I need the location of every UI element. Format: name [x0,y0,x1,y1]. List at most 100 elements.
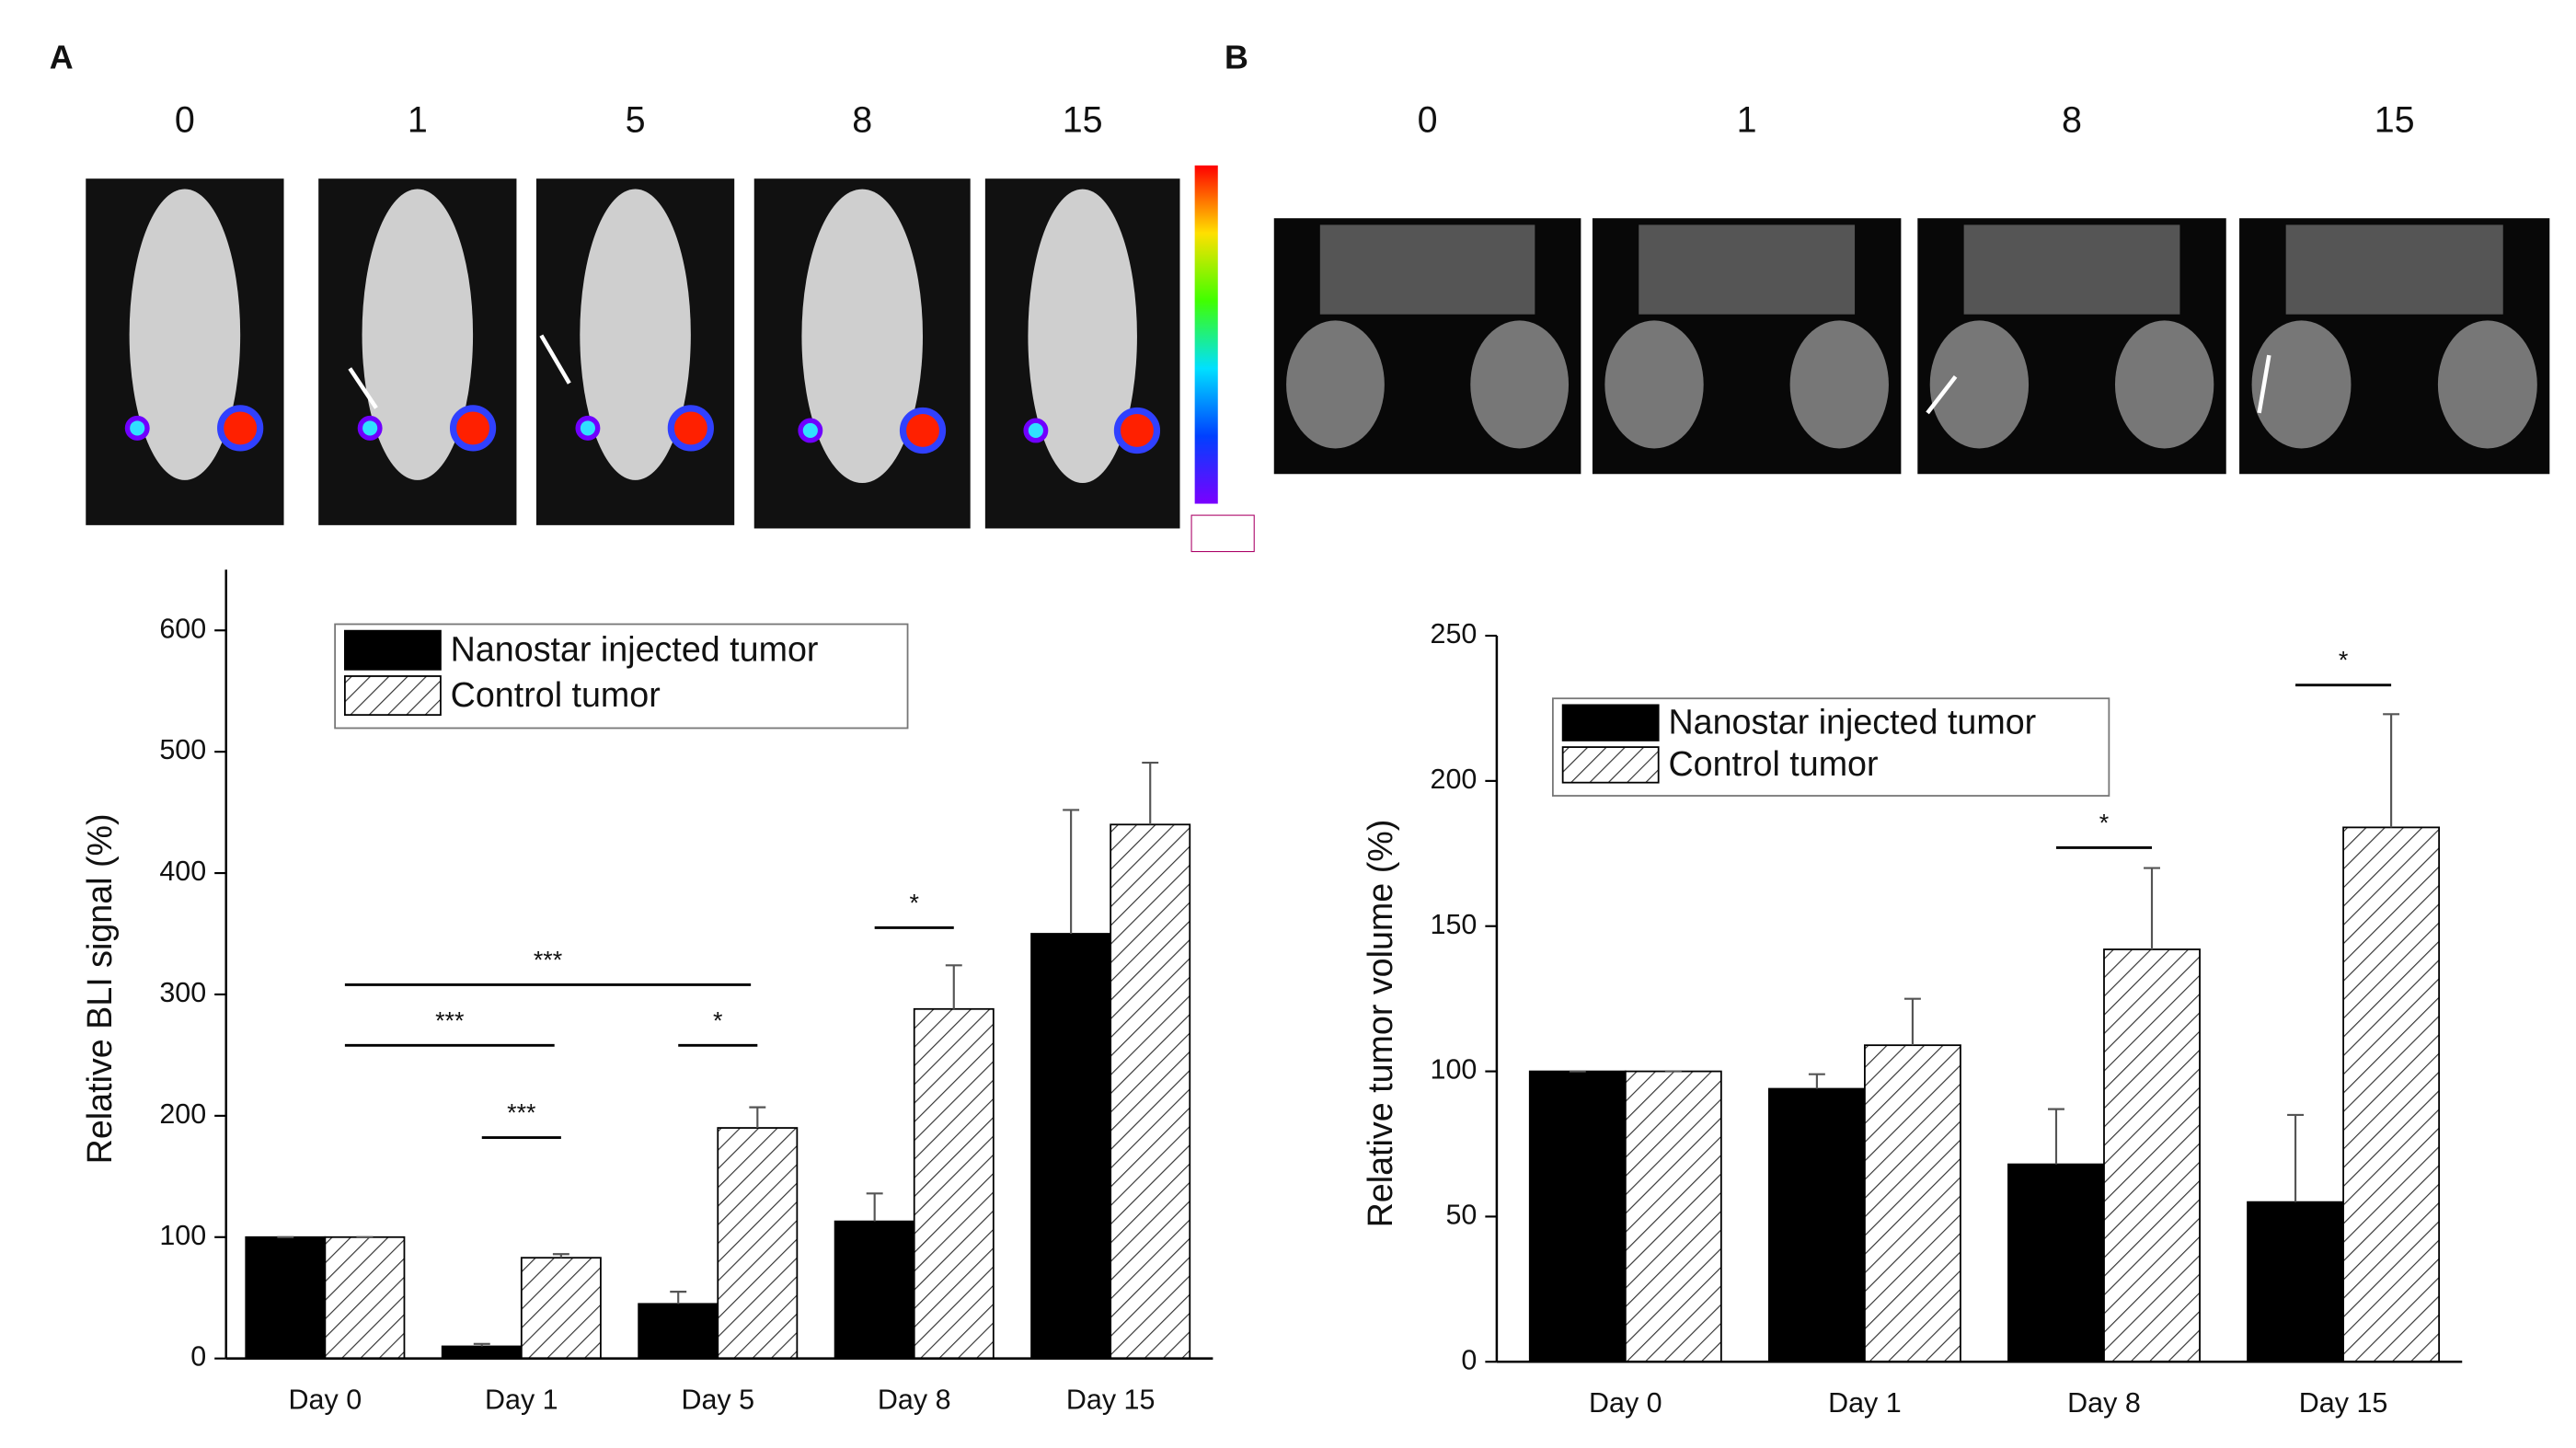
bar [1624,1070,1722,1363]
legend-label: Nanostar injected tumor [451,629,819,668]
bli-signal [667,405,714,452]
image-label: 1 [408,100,428,141]
image-label: 0 [1418,100,1438,141]
legend-swatch [1561,704,1660,741]
bar [2007,1163,2105,1363]
y-tick-label: 600 [159,613,206,644]
y-axis-label: Relative BLI signal (%) [80,813,119,1164]
panel-label: B [1225,39,1248,75]
y-tick-label: 150 [1431,909,1478,940]
mri-tissue [1639,224,1856,315]
mouse-body [362,189,474,480]
mouse-body [801,189,924,484]
significance-label: * [2099,809,2110,836]
arrow [348,367,378,409]
y-tick-label: 250 [1431,618,1478,649]
bar [2103,948,2201,1363]
bar [1030,933,1112,1360]
mri-tissue [2285,224,2503,315]
x-tick-label: Day 15 [1066,1384,1156,1415]
bli-signal [899,407,947,454]
arrow [2257,354,2271,414]
bar [2342,826,2441,1363]
arrow [1926,375,1958,415]
y-tick-label: 200 [159,1098,206,1130]
color-bar [1194,165,1218,504]
mri-tissue [1963,224,2180,315]
bar [913,1007,995,1360]
bar [717,1127,799,1360]
x-tick-label: Day 0 [1589,1387,1662,1419]
mri-tissue [1470,320,1570,449]
significance-label: * [909,889,919,916]
y-tick-label: 100 [159,1220,206,1251]
significance-label: *** [507,1099,536,1127]
bar [2247,1201,2344,1363]
legend-swatch [343,675,442,717]
y-axis-label: Relative tumor volume (%) [1361,820,1399,1228]
y-tick-label: 50 [1445,1199,1477,1230]
panel-label: A [50,39,74,75]
bli-signal [798,418,823,443]
bar [1528,1070,1627,1363]
mri-tissue [2437,320,2537,449]
bar [1767,1087,1866,1363]
mouse-body [1028,189,1137,484]
y-tick-label: 500 [159,734,206,765]
bar [1864,1044,1961,1363]
image-label: 0 [175,100,195,141]
significance-label: *** [435,1006,465,1034]
mri-tissue [2251,320,2352,449]
legend-label: Nanostar injected tumor [1668,702,2036,741]
legend-swatch [343,629,442,671]
significance-label: *** [534,946,563,973]
image-label: 5 [626,100,646,141]
bar [324,1235,406,1360]
mri-tissue [1319,224,1535,315]
mouse-body [580,189,691,480]
x-tick-label: Day 15 [2299,1387,2388,1419]
bli-signal [217,405,264,452]
x-tick-label: Day 8 [878,1384,951,1415]
legend-label: Control tumor [1668,744,1878,783]
legend-swatch [1561,746,1660,784]
image-label: 15 [2375,100,2415,141]
y-tick-label: 0 [1461,1344,1477,1375]
x-tick-label: Day 1 [1828,1387,1902,1419]
bar [520,1257,602,1360]
image-label: 8 [852,100,872,141]
significance-label: * [713,1006,723,1034]
x-tick-label: Day 5 [681,1384,754,1415]
mri-tissue [1286,320,1385,449]
bar [245,1235,327,1360]
x-tick-label: Day 1 [485,1384,558,1415]
bli-signal [449,405,497,452]
y-tick-label: 300 [159,977,206,1008]
arrow [539,334,571,385]
bli-signal [575,415,601,441]
bar [1110,823,1191,1360]
image-label: 8 [2062,100,2082,141]
bli-signal [124,415,150,441]
x-tick-label: Day 0 [289,1384,362,1415]
mri-tissue [1929,320,2030,449]
y-tick-label: 400 [159,856,206,887]
mouse-body [129,189,241,480]
image-label: 1 [1737,100,1757,141]
significance-label: * [2339,647,2349,674]
color-bar-box [1190,514,1255,553]
mri-tissue [2114,320,2214,449]
image-label: 15 [1063,100,1103,141]
bar [441,1345,523,1360]
x-tick-label: Day 8 [2067,1387,2141,1419]
y-tick-label: 0 [190,1341,206,1373]
bar [834,1220,915,1360]
mri-tissue [1789,320,1889,449]
bli-signal [1113,407,1161,454]
legend-label: Control tumor [451,675,661,714]
y-tick-label: 200 [1431,764,1478,795]
mri-tissue [1604,320,1704,449]
bli-signal [357,415,383,441]
bar [638,1303,719,1360]
